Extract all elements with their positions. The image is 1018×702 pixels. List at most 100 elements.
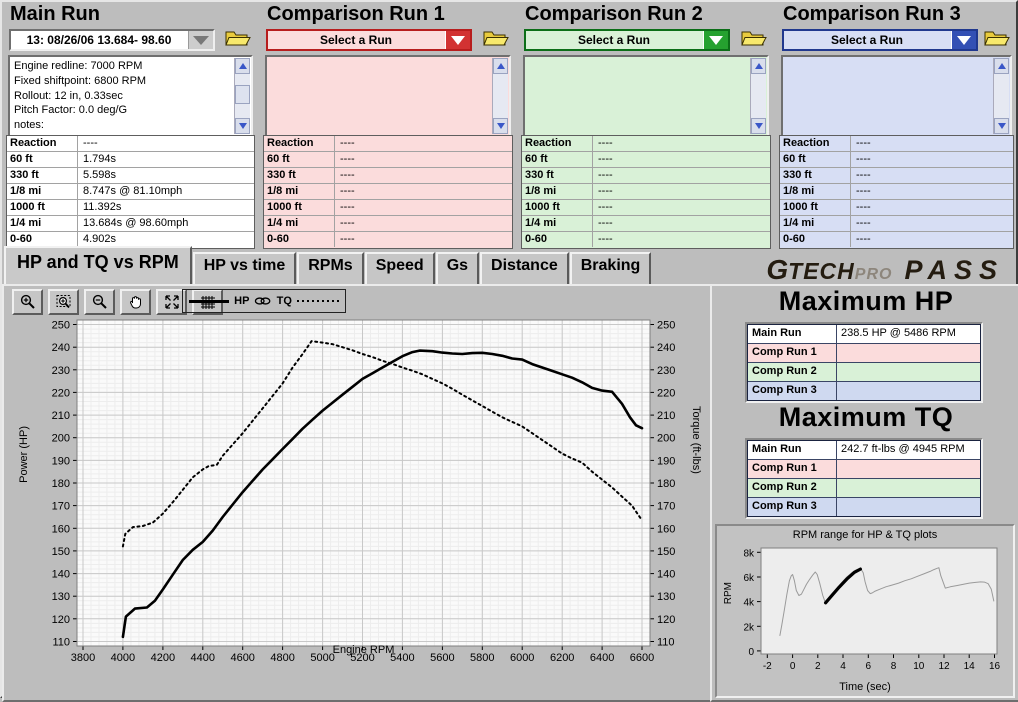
row-label: Reaction — [780, 136, 851, 151]
scroll-down-icon[interactable] — [235, 118, 250, 134]
row-label: 60 ft — [7, 152, 78, 167]
svg-text:12: 12 — [938, 661, 950, 672]
tab-gs[interactable]: Gs — [435, 252, 480, 284]
fit-view-button[interactable] — [156, 289, 187, 315]
run-results-table: Reaction ---- 60 ft 1.794s 330 ft 5.598s 1/8 m… — [6, 135, 255, 249]
run-selector-value: Select a Run — [577, 33, 651, 47]
svg-text:4000: 4000 — [111, 652, 135, 664]
tq-line-swatch — [296, 300, 339, 302]
run-results-table: Reaction ---- 60 ft ---- 330 ft ---- 1/8 mi ---… — [521, 135, 771, 249]
svg-text:250: 250 — [657, 320, 675, 332]
scroll-up-icon[interactable] — [994, 58, 1009, 74]
panel-comparison-run-1: Comparison Run 1 Select a Run Reaction --… — [261, 2, 515, 250]
svg-text:190: 190 — [657, 455, 675, 467]
note-line: notes: — [14, 119, 44, 132]
notes-scrollbar[interactable] — [234, 58, 250, 134]
rpm-axis-label: RPM — [723, 582, 734, 605]
run-notes-text — [271, 59, 490, 133]
svg-text:170: 170 — [657, 501, 675, 513]
notes-scrollbar[interactable] — [993, 58, 1009, 134]
row-label: 330 ft — [780, 168, 851, 183]
zoom-select-button[interactable] — [48, 289, 79, 315]
row-value: 11.392s — [83, 201, 122, 213]
open-file-button[interactable] — [481, 28, 511, 52]
svg-text:230: 230 — [52, 365, 70, 377]
view-tabs: HP and TQ vs RPM HP vs time RPMs Speed Gs Dis… — [4, 246, 712, 284]
stat-value: 238.5 HP @ 5486 RPM — [837, 325, 980, 343]
svg-text:230: 230 — [657, 365, 675, 377]
scroll-up-icon[interactable] — [493, 58, 508, 74]
stat-run-label: Comp Run 3 — [748, 498, 837, 516]
table-row: 1/8 mi ---- — [264, 184, 512, 200]
tab-distance[interactable]: Distance — [480, 252, 569, 284]
stat-value — [837, 382, 980, 400]
svg-text:5800: 5800 — [470, 652, 494, 664]
row-value: ---- — [856, 185, 871, 197]
stat-value — [837, 479, 980, 497]
folder-icon — [225, 31, 251, 46]
logo-tech: TECH — [788, 258, 855, 284]
row-label: 0-60 — [522, 232, 593, 247]
table-row: 330 ft ---- — [522, 168, 770, 184]
tab-hp-and-tq-vs-rpm[interactable]: HP and TQ vs RPM — [4, 246, 192, 284]
table-row: Reaction ---- — [780, 136, 1013, 152]
svg-text:250: 250 — [52, 320, 70, 332]
run-selector-field[interactable]: Select a Run — [782, 29, 978, 51]
notes-scrollbar[interactable] — [492, 58, 508, 134]
svg-text:240: 240 — [657, 342, 675, 354]
svg-text:6: 6 — [866, 661, 872, 672]
chevron-down-icon[interactable] — [951, 31, 976, 49]
tab-speed[interactable]: Speed — [364, 252, 435, 284]
tab-braking[interactable]: Braking — [569, 252, 652, 284]
scroll-down-icon[interactable] — [751, 118, 766, 134]
run-selector-comp1[interactable]: Select a Run — [266, 29, 472, 51]
scroll-up-icon[interactable] — [751, 58, 766, 74]
run-selector-field[interactable]: Select a Run — [266, 29, 472, 51]
table-row: 1/4 mi ---- — [264, 216, 512, 232]
pan-button[interactable] — [120, 289, 151, 315]
notes-scrollbar[interactable] — [750, 58, 766, 134]
chevron-down-icon[interactable] — [445, 31, 470, 49]
run-notes-box — [523, 55, 769, 137]
row-value: ---- — [340, 217, 355, 229]
table-row: 330 ft ---- — [264, 168, 512, 184]
run-selector-field[interactable]: Select a Run — [524, 29, 730, 51]
zoom-out-button[interactable] — [84, 289, 115, 315]
table-row: 1/4 mi 13.684s @ 98.60mph — [7, 216, 254, 232]
row-value: ---- — [340, 185, 355, 197]
rpm-range-chart: -2 0 2 4 6 8 10 12 14 16 0 2k 4k 6k 8k — [719, 542, 1007, 688]
zoom-in-button[interactable] — [12, 289, 43, 315]
open-file-button[interactable] — [223, 28, 253, 52]
row-value: 8.747s @ 81.10mph — [83, 185, 183, 197]
scroll-down-icon[interactable] — [994, 118, 1009, 134]
note-line: Pitch Factor: 0.0 deg/G — [14, 104, 128, 117]
table-row: 0-60 ---- — [780, 232, 1013, 247]
svg-text:2k: 2k — [743, 622, 755, 633]
scroll-thumb[interactable] — [235, 85, 250, 105]
svg-text:6000: 6000 — [510, 652, 534, 664]
hp-tq-chart[interactable]: 3800 4000 4200 4400 4600 4800 5000 5200 5400 5600… — [4, 312, 708, 696]
chevron-down-icon[interactable] — [188, 31, 213, 49]
row-label: 330 ft — [522, 168, 593, 183]
open-file-button[interactable] — [982, 28, 1012, 52]
svg-text:8k: 8k — [743, 548, 755, 559]
svg-text:220: 220 — [657, 387, 675, 399]
scroll-up-icon[interactable] — [235, 58, 250, 74]
tab-hp-vs-time[interactable]: HP vs time — [192, 252, 297, 284]
scroll-down-icon[interactable] — [493, 118, 508, 134]
run-selector-field[interactable]: 13: 08/26/06 13.684- 98.60 — [9, 29, 215, 51]
svg-text:6200: 6200 — [550, 652, 574, 664]
row-label: 330 ft — [7, 168, 78, 183]
table-row: Reaction ---- — [7, 136, 254, 152]
open-file-button[interactable] — [739, 28, 769, 52]
row-label: 1/8 mi — [522, 184, 593, 199]
run-selector-comp2[interactable]: Select a Run — [524, 29, 730, 51]
run-selector-main[interactable]: 13: 08/26/06 13.684- 98.60 — [9, 29, 215, 51]
chart-legend: HP TQ — [182, 289, 346, 313]
svg-text:6k: 6k — [743, 573, 755, 584]
run-selector-comp3[interactable]: Select a Run — [782, 29, 978, 51]
tab-rpms[interactable]: RPMs — [297, 252, 364, 284]
chevron-down-icon[interactable] — [703, 31, 728, 49]
svg-text:160: 160 — [657, 523, 675, 535]
